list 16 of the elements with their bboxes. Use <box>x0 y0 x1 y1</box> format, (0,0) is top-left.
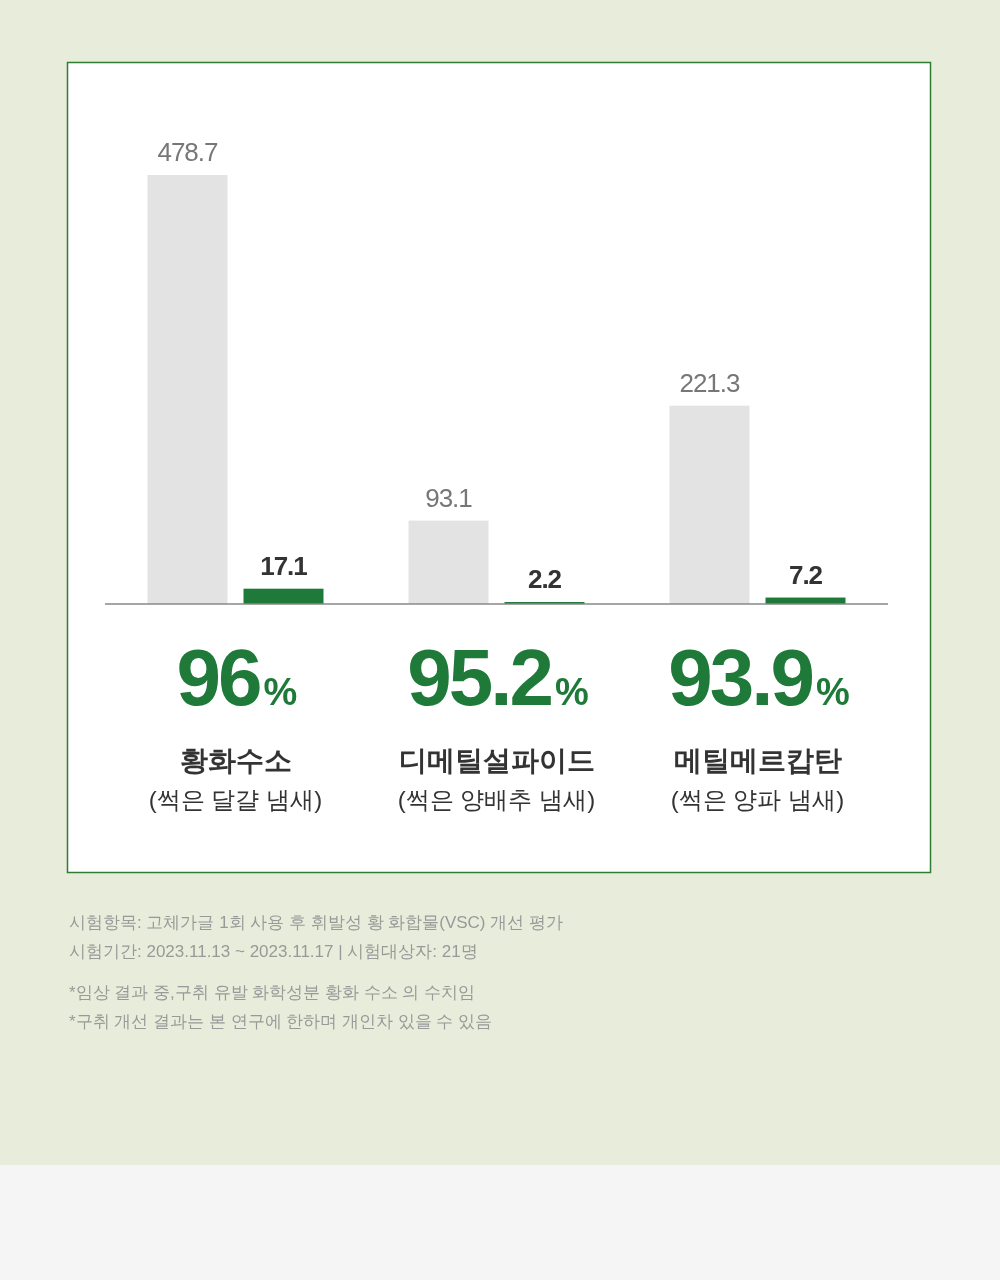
text: 96% <box>176 633 297 722</box>
text: 시험기간: 2023.11.13 ~ 2023.11.17 | 시험대상자: 21명 <box>69 942 478 961</box>
data-label: 221.3 <box>679 367 741 398</box>
data-label: 17.1 <box>260 550 308 581</box>
x-tick-label: 황화수소 (썩은 달걀 냄새) <box>148 745 323 813</box>
text: *구취 개선 결과는 본 연구에 한하며 개인차 있을 수 있음 <box>69 1012 493 1031</box>
text: 95.2% <box>407 633 588 722</box>
text: *임상 결과 중,구취 유발 화학성분 황화 수소 의 수치임 <box>69 983 476 1002</box>
x-tick-label: 메틸메르캅탄 (썩은 양파 냄새) <box>670 745 845 813</box>
text: 93.9% <box>668 633 849 722</box>
data-label: 478.7 <box>157 137 219 167</box>
x-tick-label: 디메틸설파이드 (썩은 양배추 냄새) <box>397 745 596 813</box>
data-label: 7.2 <box>788 559 823 590</box>
data-label: 93.1 <box>425 482 473 513</box>
text: 시험항목: 고체가글 1회 사용 후 휘발성 황 화합물(VSC) 개선 평가 <box>69 913 563 932</box>
data-label: 2.2 <box>527 564 562 595</box>
